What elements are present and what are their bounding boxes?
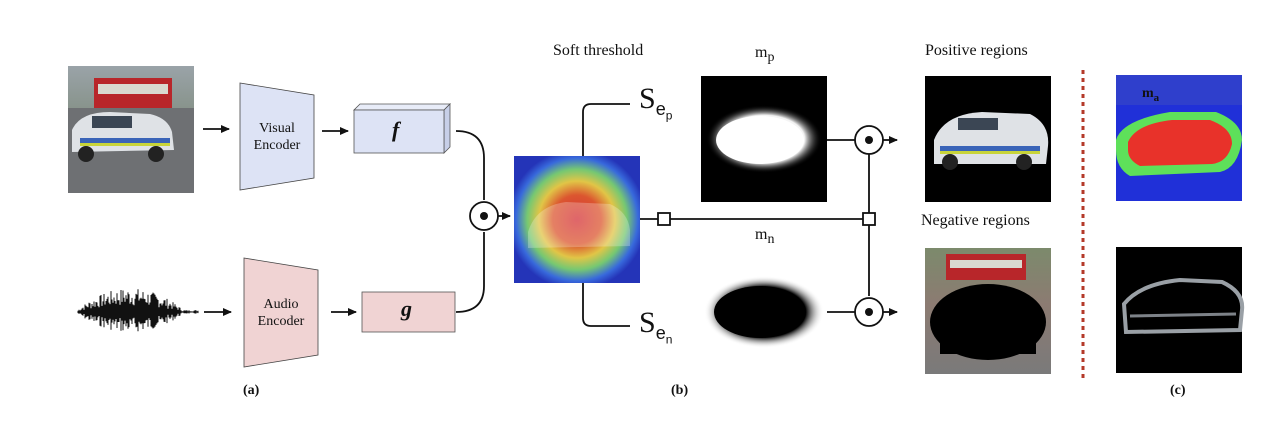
positive-regions-label: Positive regions [925, 42, 1028, 59]
audio-waveform [77, 289, 199, 332]
mask-a-label: ma [1142, 86, 1160, 104]
negative-product-operator [854, 297, 884, 327]
visual-encoder-label: Visual Encoder [253, 121, 301, 153]
positive-regions-image [925, 76, 1051, 202]
soft-threshold-label: Soft threshold [553, 42, 644, 59]
junction-square-right [862, 212, 876, 226]
line-heatmap-to-negative-threshold [582, 283, 630, 327]
caption-c: (c) [1170, 383, 1186, 398]
audio-encoder [243, 257, 319, 368]
negative-regions-label: Negative regions [921, 212, 1030, 229]
similarity-heatmap [514, 156, 640, 283]
positive-product-operator [854, 125, 884, 155]
negative-threshold-symbol: Sen [639, 306, 673, 347]
visual-feature-label: f [392, 117, 400, 142]
positive-threshold-symbol: Sep [639, 82, 673, 123]
visual-feature-block [353, 103, 451, 154]
negative-regions-image [925, 248, 1051, 374]
audio-feature-block [361, 291, 456, 333]
line-audio-feature-to-product [455, 232, 485, 313]
negative-mask-image [701, 250, 827, 376]
mask-a-residual-image [1116, 247, 1245, 373]
caption-b: (b) [671, 383, 689, 398]
line-visual-feature-to-product [455, 130, 485, 200]
positive-mask-image [701, 76, 827, 202]
dot-product-operator [469, 201, 499, 231]
audio-encoder-label: Audio Encoder [257, 297, 305, 329]
visual-encoder [239, 82, 315, 191]
caption-a: (a) [243, 383, 260, 398]
junction-square-left [657, 212, 671, 226]
positive-mask-label: mp [755, 44, 775, 66]
audio-feature-label: g [401, 296, 412, 321]
waveform-trace [77, 289, 199, 332]
line-heatmap-to-positive-threshold [582, 103, 630, 156]
negative-mask-label: mn [755, 226, 775, 248]
mask-a-overlay-image [1116, 75, 1242, 201]
input-image [68, 66, 194, 193]
